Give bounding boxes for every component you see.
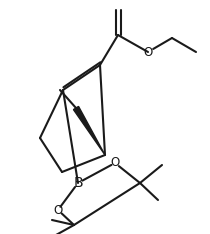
Polygon shape <box>74 106 105 155</box>
Text: O: O <box>53 204 63 216</box>
Text: O: O <box>110 157 120 169</box>
Text: B: B <box>73 176 83 190</box>
Text: O: O <box>143 45 153 58</box>
